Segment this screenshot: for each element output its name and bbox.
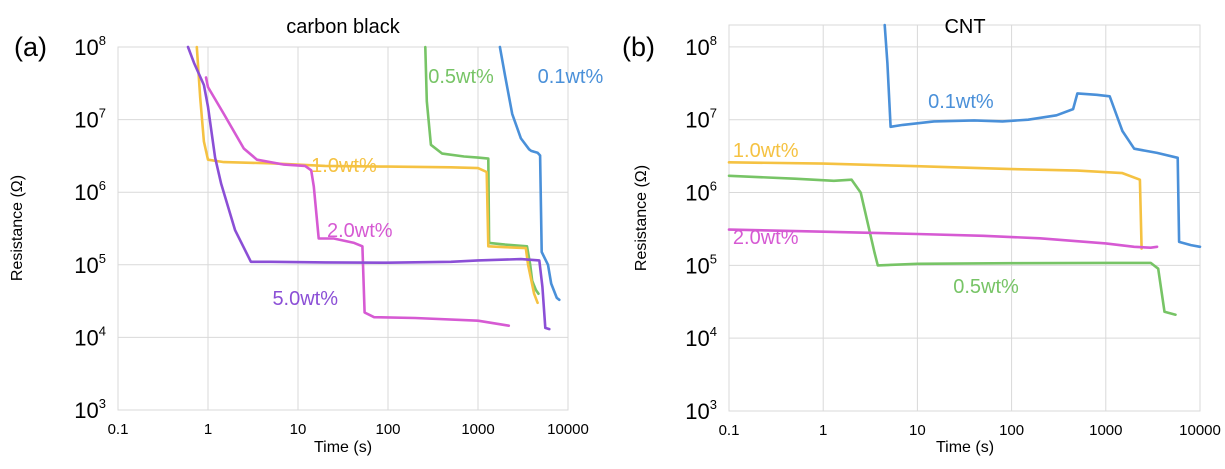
x-tick-label: 1000 (1089, 422, 1122, 439)
series-line-0.1wt% (883, 23, 1202, 249)
gridlines-0 (117, 46, 569, 411)
x-tick-label: 10 (909, 422, 926, 439)
y-tick-label: 106 (74, 178, 106, 205)
panel-tag: (b) (622, 32, 655, 62)
y-axis-label: Resistance (Ω) (633, 165, 650, 271)
y-tick-label: 103 (74, 396, 106, 423)
plot-frame (728, 24, 1201, 412)
y-tick-label: 104 (74, 323, 106, 350)
chart-panel-1: 0.1 1 10 100 1000 10000 103 104 105 106 107 108 CNT (… (622, 16, 1221, 456)
chart-title: CNT (944, 16, 985, 38)
series-label-0.1wt%: 0.1wt% (928, 91, 994, 113)
y-tick-label: 107 (74, 106, 106, 133)
y-axis-label: Resistance (Ω) (9, 175, 26, 281)
series-label-2.0wt%: 2.0wt% (327, 220, 393, 242)
x-tick-label: 100 (999, 422, 1024, 439)
y-tick-label: 105 (685, 251, 717, 278)
series-line-0.1wt% (498, 45, 561, 302)
series-label-1.0wt%: 1.0wt% (733, 140, 799, 162)
y-tick-label: 108 (74, 33, 106, 60)
series-line-2.0wt% (727, 228, 1159, 249)
series-line-1.0wt% (727, 161, 1143, 250)
y-tick-label: 107 (685, 106, 717, 133)
gridlines-1 (728, 24, 1201, 412)
x-tick-label: 1 (819, 422, 827, 439)
x-axis-label: Time (s) (314, 439, 372, 456)
y-tick-label: 106 (685, 179, 717, 206)
x-axis-label: Time (s) (936, 439, 994, 456)
y-tick-label: 108 (685, 33, 717, 60)
panel-tag: (a) (14, 32, 47, 62)
series-line-0.5wt% (727, 174, 1177, 316)
y-tick-label: 105 (74, 251, 106, 278)
series-label-0.1wt%: 0.1wt% (538, 66, 604, 88)
x-tick-label: 1 (204, 421, 212, 438)
series-line-1.0wt% (195, 45, 539, 305)
series-line-2.0wt% (204, 76, 511, 327)
x-tick-label: 0.1 (719, 422, 740, 439)
series-label-0.5wt%: 0.5wt% (428, 66, 494, 88)
x-tick-label: 10000 (1179, 422, 1221, 439)
chart-panel-0: 0.1 1 10 100 1000 10000 103 104 105 106 107 108 carb… (9, 16, 603, 456)
y-tick-label: 104 (685, 324, 717, 351)
chart-title: carbon black (286, 16, 400, 38)
y-tick-label: 103 (685, 397, 717, 424)
x-tick-label: 100 (375, 421, 400, 438)
series-label-5.0wt%: 5.0wt% (272, 288, 338, 310)
x-tick-label: 10000 (547, 421, 589, 438)
series-label-0.5wt%: 0.5wt% (953, 276, 1019, 298)
x-tick-label: 0.1 (108, 421, 129, 438)
x-tick-label: 1000 (461, 421, 494, 438)
series-label-1.0wt%: 1.0wt% (311, 155, 377, 177)
x-tick-label: 10 (290, 421, 307, 438)
plot-frame (117, 46, 569, 411)
series-line-5.0wt% (186, 45, 551, 331)
series-label-2.0wt%: 2.0wt% (733, 227, 799, 249)
